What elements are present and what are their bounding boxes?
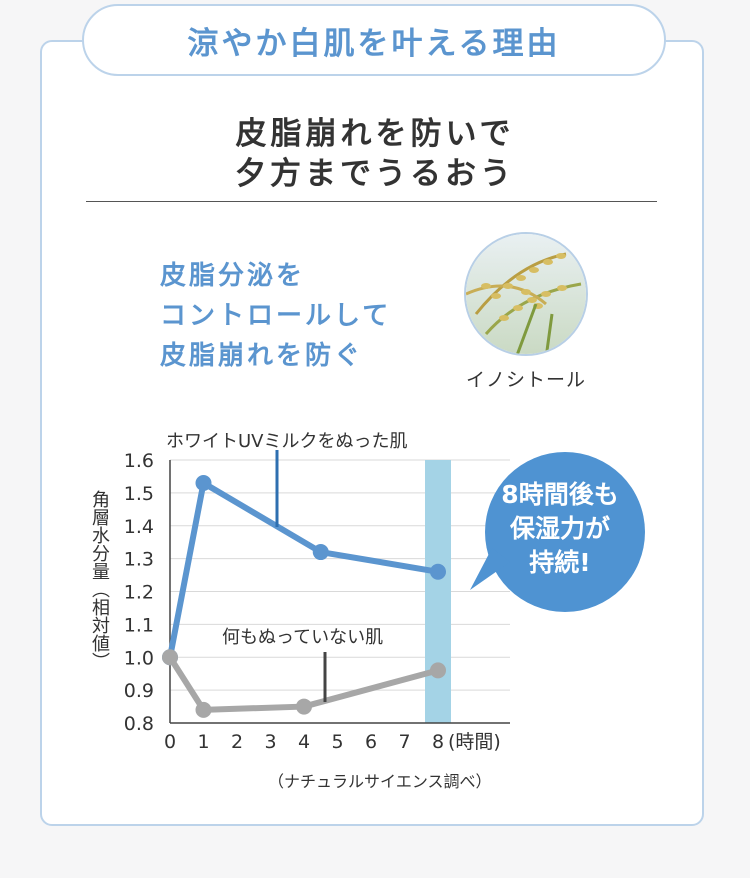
y-tick-1.0: 1.0 xyxy=(124,647,154,669)
series-callout-lines xyxy=(275,450,327,702)
callout-bubble-tail xyxy=(470,548,510,590)
bubble-line-2: 保湿力が xyxy=(509,514,610,543)
ingredient-caption: イノシトール xyxy=(465,369,586,391)
x-tick-4: 4 xyxy=(298,731,310,753)
series-0-point-3 xyxy=(430,563,446,580)
chart-series xyxy=(162,475,446,718)
x-tick-7: 7 xyxy=(398,731,410,753)
y-tick-1.3: 1.3 xyxy=(124,549,154,571)
section-title: 涼やか白肌を叶える理由 xyxy=(187,25,561,62)
series-line-1 xyxy=(167,654,441,713)
feature-line-2: コントロールして xyxy=(160,301,392,331)
series-1-point-3 xyxy=(430,662,446,679)
x-tick-8: 8 xyxy=(432,731,444,753)
chart-axes xyxy=(169,460,510,724)
x-tick-6: 6 xyxy=(365,731,377,753)
section-title-tab: 涼やか白肌を叶える理由 xyxy=(82,4,666,76)
x-tick-labels: 0 1 2 3 4 5 6 7 8 (時間) xyxy=(164,731,501,753)
content-card xyxy=(40,40,704,826)
source-note: （ナチュラルサイエンス調べ） xyxy=(268,772,492,791)
y-tick-1.4: 1.4 xyxy=(124,516,154,538)
bubble-line-1: 8時間後も xyxy=(501,480,619,509)
y-tick-labels: 1.6 1.5 1.4 1.3 1.2 1.1 1.0 0.9 0.8 xyxy=(124,450,154,735)
y-axis-label: 角層水分量（相対値） xyxy=(89,490,110,670)
headline-line-2: 夕方までうるおう xyxy=(235,156,515,192)
inositol-rice-photo xyxy=(464,232,588,356)
x-unit-label: (時間) xyxy=(448,731,501,753)
y-tick-0.8: 0.8 xyxy=(124,713,154,735)
series-label-bare: 何もぬっていない肌 xyxy=(222,627,384,648)
callout-bubble xyxy=(485,452,645,612)
y-tick-1.6: 1.6 xyxy=(124,450,154,472)
chart-grid xyxy=(170,459,510,691)
x-tick-0: 0 xyxy=(164,731,176,753)
series-1-point-0 xyxy=(162,649,178,666)
feature-line-3: 皮脂崩れを防ぐ xyxy=(160,341,364,371)
x-tick-1: 1 xyxy=(197,731,209,753)
series-1-point-1 xyxy=(195,701,212,718)
x-tick-3: 3 xyxy=(264,731,276,753)
hour-8-highlight-bar xyxy=(425,460,451,723)
y-tick-1.2: 1.2 xyxy=(124,582,154,604)
feature-line-1: 皮脂分泌を xyxy=(160,261,306,291)
y-tick-1.1: 1.1 xyxy=(124,614,154,636)
divider xyxy=(86,201,657,202)
series-0-point-2 xyxy=(312,544,329,561)
bubble-line-3: 持続! xyxy=(529,548,591,577)
series-0-point-1 xyxy=(195,475,212,492)
y-tick-0.9: 0.9 xyxy=(124,680,154,702)
series-1-point-2 xyxy=(296,698,312,715)
series-label-milk: ホワイトUVミルクをぬった肌 xyxy=(166,431,408,452)
headline-line-1: 皮脂崩れを防いで xyxy=(235,116,515,152)
bubble-text: 8時間後も 保湿力が 持続! xyxy=(480,478,640,580)
x-tick-5: 5 xyxy=(331,731,343,753)
y-tick-1.5: 1.5 xyxy=(124,483,154,505)
x-tick-2: 2 xyxy=(231,731,243,753)
series-line-0 xyxy=(167,480,441,661)
